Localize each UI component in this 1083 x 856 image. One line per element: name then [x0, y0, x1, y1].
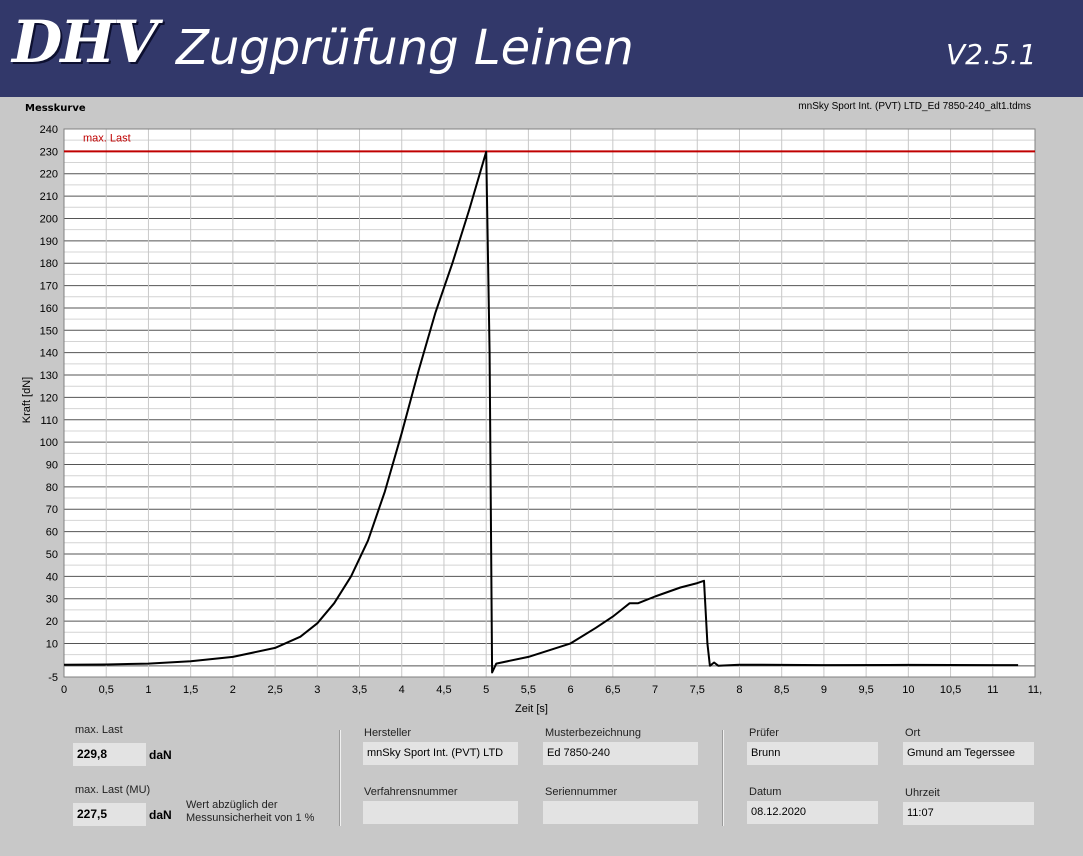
max-last-mu-value: 227,5 [73, 803, 146, 826]
y-tick-label: 70 [46, 504, 58, 516]
y-tick-label: 50 [46, 549, 58, 561]
x-axis-label: Zeit [s] [515, 703, 548, 715]
file-name: mnSky Sport Int. (PVT) LTD_Ed 7850-240_a… [798, 101, 1031, 112]
datum-field[interactable]: 08.12.2020 [747, 801, 878, 824]
datum-label: Datum [749, 786, 782, 798]
x-tick-label: 9,5 [858, 684, 873, 696]
divider-right [722, 730, 724, 826]
y-tick-label: 120 [40, 392, 58, 404]
x-tick-label: 7,5 [690, 684, 705, 696]
x-tick-label: 1 [145, 684, 151, 696]
musterbezeichnung-label: Musterbezeichnung [545, 727, 642, 739]
mu-note-line2: Messunsicherheit von 1 % [186, 812, 315, 824]
uhrzeit-label: Uhrzeit [905, 787, 940, 799]
x-tick-label: 5 [483, 684, 489, 696]
y-tick-label: 160 [40, 303, 58, 315]
x-tick-label: 3 [314, 684, 320, 696]
x-tick-label: 2,5 [267, 684, 282, 696]
y-tick-label: -5 [48, 672, 58, 684]
x-tick-label: 6,5 [605, 684, 620, 696]
x-tick-label: 2 [230, 684, 236, 696]
x-tick-label: 4,5 [436, 684, 451, 696]
y-tick-label: 110 [40, 415, 58, 427]
max-last-label: max. Last [75, 724, 123, 736]
y-tick-label: 10 [46, 638, 58, 650]
musterbezeichnung-field[interactable]: Ed 7850-240 [543, 742, 698, 765]
y-tick-label: 220 [40, 169, 58, 181]
hersteller-label: Hersteller [364, 727, 412, 739]
y-tick-label: 150 [40, 325, 58, 337]
hersteller-field[interactable]: mnSky Sport Int. (PVT) LTD [363, 742, 518, 765]
x-tick-label: 11 [987, 684, 998, 696]
x-tick-label: 8,5 [774, 684, 789, 696]
x-tick-label: 5,5 [521, 684, 536, 696]
threshold-label: max. Last [83, 132, 131, 144]
x-tick-label: 10 [902, 684, 914, 696]
x-tick-label: 7 [652, 684, 658, 696]
max-last-mu-unit: daN [149, 808, 172, 822]
seriennummer-label: Seriennummer [545, 786, 618, 798]
force-curve [63, 150, 1019, 674]
y-tick-label: 30 [46, 594, 58, 606]
x-tick-label: 6 [568, 684, 574, 696]
y-tick-label: 140 [40, 348, 58, 360]
pruefer-field[interactable]: Brunn [747, 742, 878, 765]
y-tick-label: 200 [40, 213, 58, 225]
y-tick-label: 80 [46, 482, 58, 494]
y-tick-label: 210 [40, 191, 58, 203]
max-last-value: 229,8 [73, 743, 146, 766]
max-last-mu-label: max. Last (MU) [75, 784, 151, 796]
x-tick-label: 0 [61, 684, 67, 696]
y-axis-label: Kraft [dN] [21, 377, 33, 423]
x-tick-label: 4 [399, 684, 405, 696]
x-tick-label: 1,5 [183, 684, 198, 696]
x-tick-label: 3,5 [352, 684, 367, 696]
divider-left [339, 730, 341, 826]
y-tick-label: 40 [46, 571, 58, 583]
app-title: Zugprüfung Leinen [176, 20, 634, 76]
y-tick-label: 170 [40, 281, 58, 293]
y-tick-label: 90 [46, 460, 58, 472]
y-tick-label: 20 [46, 616, 58, 628]
seriennummer-field[interactable] [543, 801, 698, 824]
x-tick-label: 11, [1028, 684, 1042, 696]
y-tick-label: 100 [40, 437, 58, 449]
app-header: DHV Zugprüfung Leinen V2.5.1 [0, 0, 1083, 97]
ort-field[interactable]: Gmund am Tegerssee [903, 742, 1034, 765]
x-tick-label: 9 [821, 684, 827, 696]
verfahrensnummer-field[interactable] [363, 801, 518, 824]
plot-area [64, 129, 1035, 677]
measurement-chart: 2402302202102001901801701601501401301201… [21, 124, 1042, 715]
chart-caption: Messkurve [25, 103, 86, 114]
pruefer-label: Prüfer [749, 727, 779, 739]
mu-note-line1: Wert abzüglich der [186, 799, 278, 811]
y-tick-label: 230 [40, 146, 58, 158]
ort-label: Ort [905, 727, 921, 739]
version-label: V2.5.1 [946, 38, 1037, 71]
dhv-logo: DHV [12, 8, 158, 76]
y-tick-label: 60 [46, 527, 58, 539]
y-tick-label: 240 [40, 124, 58, 136]
y-tick-label: 180 [40, 258, 58, 270]
verfahrensnummer-label: Verfahrensnummer [364, 786, 458, 798]
max-last-unit: daN [149, 748, 172, 762]
x-tick-label: 8 [736, 684, 742, 696]
y-tick-label: 190 [40, 236, 58, 248]
x-tick-label: 0,5 [99, 684, 114, 696]
y-tick-label: 130 [40, 370, 58, 382]
uhrzeit-field[interactable]: 11:07 [903, 802, 1034, 825]
plot-frame [63, 128, 1036, 678]
x-tick-label: 10,5 [940, 684, 961, 696]
